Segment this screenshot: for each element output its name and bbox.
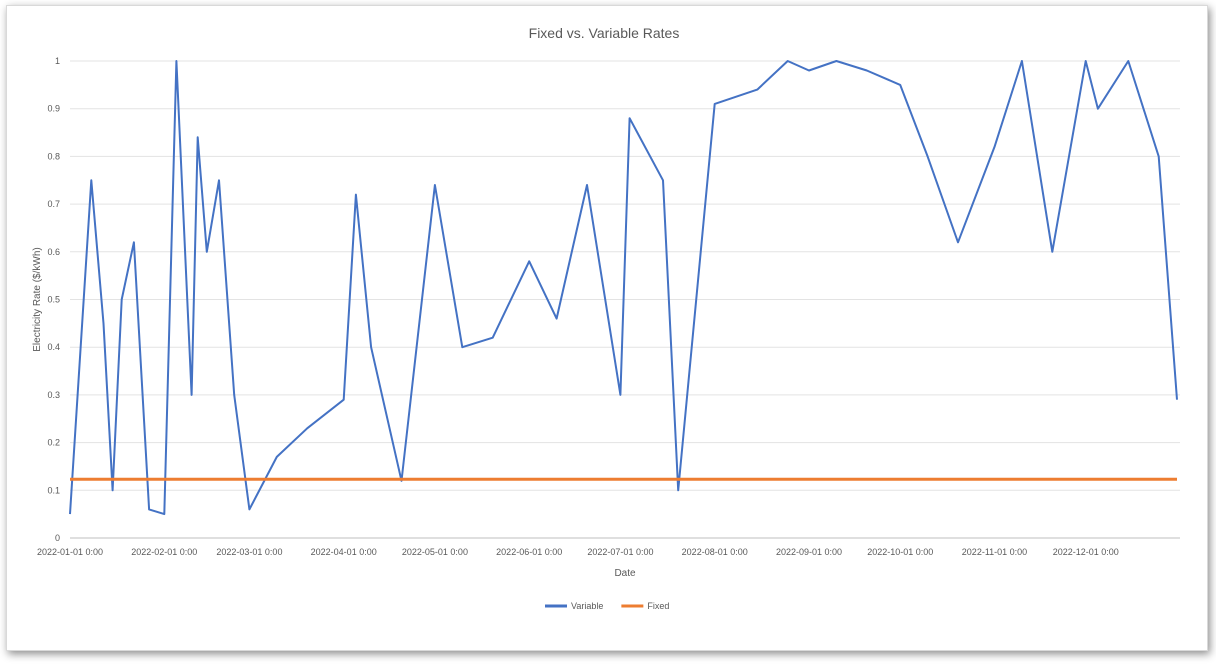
x-tick-label: 2022-11-01 0:00 [962,547,1027,557]
y-tick-label: 0.2 [47,438,60,448]
grid-lines [70,60,1180,539]
x-axis-ticks: 2022-01-01 0:00 2022-02-01 0:00 2022-03-01… [37,547,1119,557]
x-tick-label: 2022-04-01 0:00 [311,547,377,557]
x-tick-label: 2022-07-01 0:00 [587,547,653,557]
x-tick-label: 2022-05-01 0:00 [402,547,468,557]
x-tick-label: 2022-08-01 0:00 [682,547,748,557]
chart-frame [6,5,1208,651]
x-tick-label: 2022-02-01 0:00 [131,547,197,557]
legend: Variable Fixed [545,601,669,611]
x-tick-label: 2022-09-01 0:00 [776,547,842,557]
y-axis-ticks: 0 0.1 0.2 0.3 0.4 0.5 0.6 0.7 0.8 0.9 1 [47,56,60,543]
x-tick-label: 2022-06-01 0:00 [496,547,562,557]
x-axis-title: Date [614,568,636,579]
y-tick-label: 0.5 [47,295,60,305]
y-tick-label: 0.4 [47,342,60,352]
y-tick-label: 0.8 [47,151,60,161]
x-tick-label: 2022-03-01 0:00 [216,547,282,557]
legend-label-variable: Variable [571,601,603,611]
y-tick-label: 0.9 [47,104,60,114]
y-tick-label: 0.7 [47,199,60,209]
y-tick-label: 0.1 [47,485,60,495]
y-tick-label: 0.3 [47,390,60,400]
chart-title: Fixed vs. Variable Rates [529,25,680,41]
y-axis-title: Electricity Rate ($/kWh) [32,247,43,351]
x-tick-label: 2022-01-01 0:00 [37,547,103,557]
y-tick-label: 0 [55,533,60,543]
legend-label-fixed: Fixed [647,601,669,611]
x-tick-label: 2022-12-01 0:00 [1053,547,1119,557]
series-layer [69,60,1178,516]
x-tick-label: 2022-10-01 0:00 [867,547,933,557]
y-tick-label: 0.6 [47,247,60,257]
series-line-variable [69,60,1178,516]
y-tick-label: 1 [55,56,60,66]
